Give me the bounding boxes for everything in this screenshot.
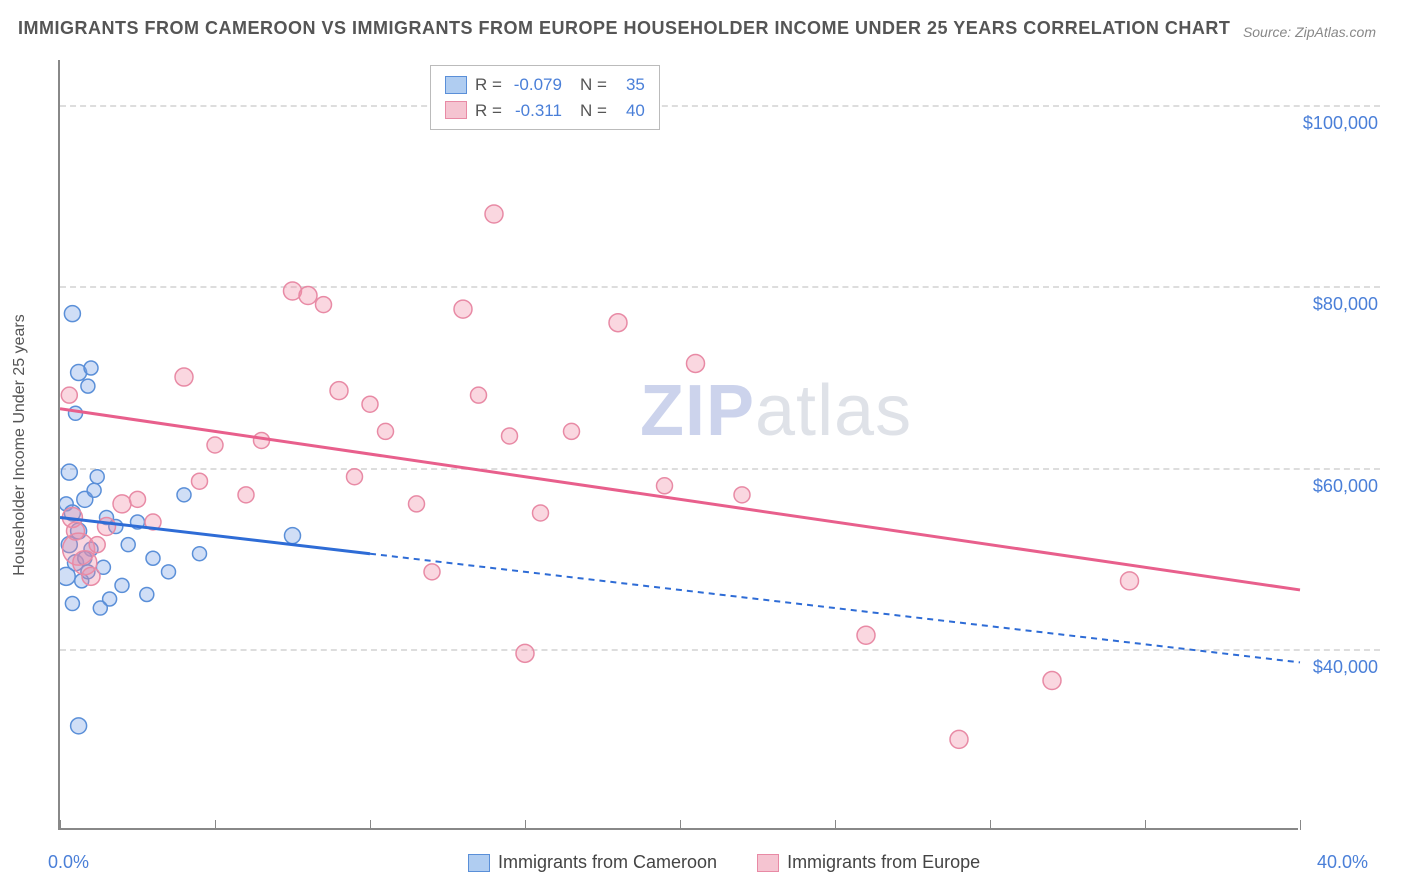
data-point — [177, 488, 191, 502]
data-point — [93, 601, 107, 615]
data-point — [65, 597, 79, 611]
legend-n-label: N = — [580, 72, 607, 98]
data-point — [71, 718, 87, 734]
data-point — [61, 387, 77, 403]
data-point — [857, 626, 875, 644]
legend-r-label: R = — [475, 98, 502, 124]
legend-swatch — [445, 76, 467, 94]
data-point — [84, 361, 98, 375]
legend-swatch — [757, 854, 779, 872]
source-label: Source: ZipAtlas.com — [1243, 24, 1376, 40]
data-point — [69, 406, 83, 420]
data-point — [98, 518, 116, 536]
data-point — [146, 551, 160, 565]
y-tick-label: $80,000 — [1313, 294, 1378, 315]
data-point — [409, 496, 425, 512]
data-point — [378, 423, 394, 439]
data-point — [687, 354, 705, 372]
data-point — [516, 644, 534, 662]
data-point — [950, 730, 968, 748]
data-point — [424, 564, 440, 580]
data-point — [502, 428, 518, 444]
data-point — [175, 368, 193, 386]
legend-series: Immigrants from Cameroon Immigrants from … — [468, 852, 980, 873]
legend-item: Immigrants from Cameroon — [468, 852, 717, 873]
data-point — [121, 538, 135, 552]
data-point — [82, 567, 100, 585]
legend-n-label: N = — [580, 98, 607, 124]
legend-r-value: -0.311 — [510, 98, 562, 124]
data-point — [162, 565, 176, 579]
y-axis-label: Householder Income Under 25 years — [11, 314, 29, 575]
data-point — [471, 387, 487, 403]
legend-swatch — [468, 854, 490, 872]
legend-stat-row: R = -0.311 N = 40 — [445, 98, 645, 124]
data-point — [734, 487, 750, 503]
data-point — [316, 297, 332, 313]
legend-swatch — [445, 101, 467, 119]
data-point — [533, 505, 549, 521]
x-axis-max-label: 40.0% — [1317, 852, 1368, 873]
data-point — [285, 528, 301, 544]
data-point — [609, 314, 627, 332]
legend-r-label: R = — [475, 72, 502, 98]
plot-box: ZIPatlas R =-0.079N =35R =-0.311N =40 — [58, 60, 1298, 830]
scatter-plot — [60, 60, 1380, 830]
data-point — [657, 478, 673, 494]
data-point — [90, 470, 104, 484]
data-point — [564, 423, 580, 439]
legend-r-value: -0.079 — [510, 72, 562, 98]
data-point — [64, 306, 80, 322]
chart-title: IMMIGRANTS FROM CAMEROON VS IMMIGRANTS F… — [18, 18, 1230, 39]
x-axis-min-label: 0.0% — [48, 852, 89, 873]
data-point — [238, 487, 254, 503]
data-point — [130, 491, 146, 507]
data-point — [362, 396, 378, 412]
chart-area: ZIPatlas R =-0.079N =35R =-0.311N =40 Ho… — [58, 60, 1378, 830]
data-point — [60, 567, 75, 585]
data-point — [454, 300, 472, 318]
legend-n-value: 35 — [615, 72, 645, 98]
data-point — [89, 537, 105, 553]
data-point — [1043, 672, 1061, 690]
y-tick-label: $100,000 — [1303, 113, 1378, 134]
data-point — [61, 464, 77, 480]
data-point — [1121, 572, 1139, 590]
legend-stats-box: R = -0.079 N = 35 R = -0.311 N = 40 — [430, 65, 660, 130]
data-point — [140, 587, 154, 601]
data-point — [299, 287, 317, 305]
data-point — [192, 473, 208, 489]
y-tick-label: $60,000 — [1313, 476, 1378, 497]
legend-series-name: Immigrants from Europe — [787, 852, 980, 872]
data-point — [113, 495, 131, 513]
data-point — [207, 437, 223, 453]
data-point — [81, 379, 95, 393]
legend-n-value: 40 — [615, 98, 645, 124]
legend-stat-row: R = -0.079 N = 35 — [445, 72, 645, 98]
data-point — [330, 382, 348, 400]
data-point — [485, 205, 503, 223]
legend-series-name: Immigrants from Cameroon — [498, 852, 717, 872]
data-point — [115, 578, 129, 592]
legend-item: Immigrants from Europe — [757, 852, 980, 873]
data-point — [87, 483, 101, 497]
data-point — [347, 469, 363, 485]
y-tick-label: $40,000 — [1313, 657, 1378, 678]
data-point — [193, 547, 207, 561]
